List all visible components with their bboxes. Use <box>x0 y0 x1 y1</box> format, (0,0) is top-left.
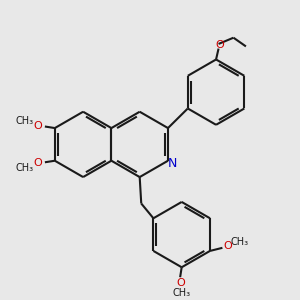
Text: CH₃: CH₃ <box>16 163 34 173</box>
Text: O: O <box>33 121 42 130</box>
Text: O: O <box>176 278 185 288</box>
Text: CH₃: CH₃ <box>230 237 249 247</box>
Text: O: O <box>223 241 232 251</box>
Text: O: O <box>33 158 42 168</box>
Text: N: N <box>168 157 177 170</box>
Text: CH₃: CH₃ <box>16 116 34 126</box>
Text: O: O <box>215 40 224 50</box>
Text: CH₃: CH₃ <box>172 288 190 298</box>
